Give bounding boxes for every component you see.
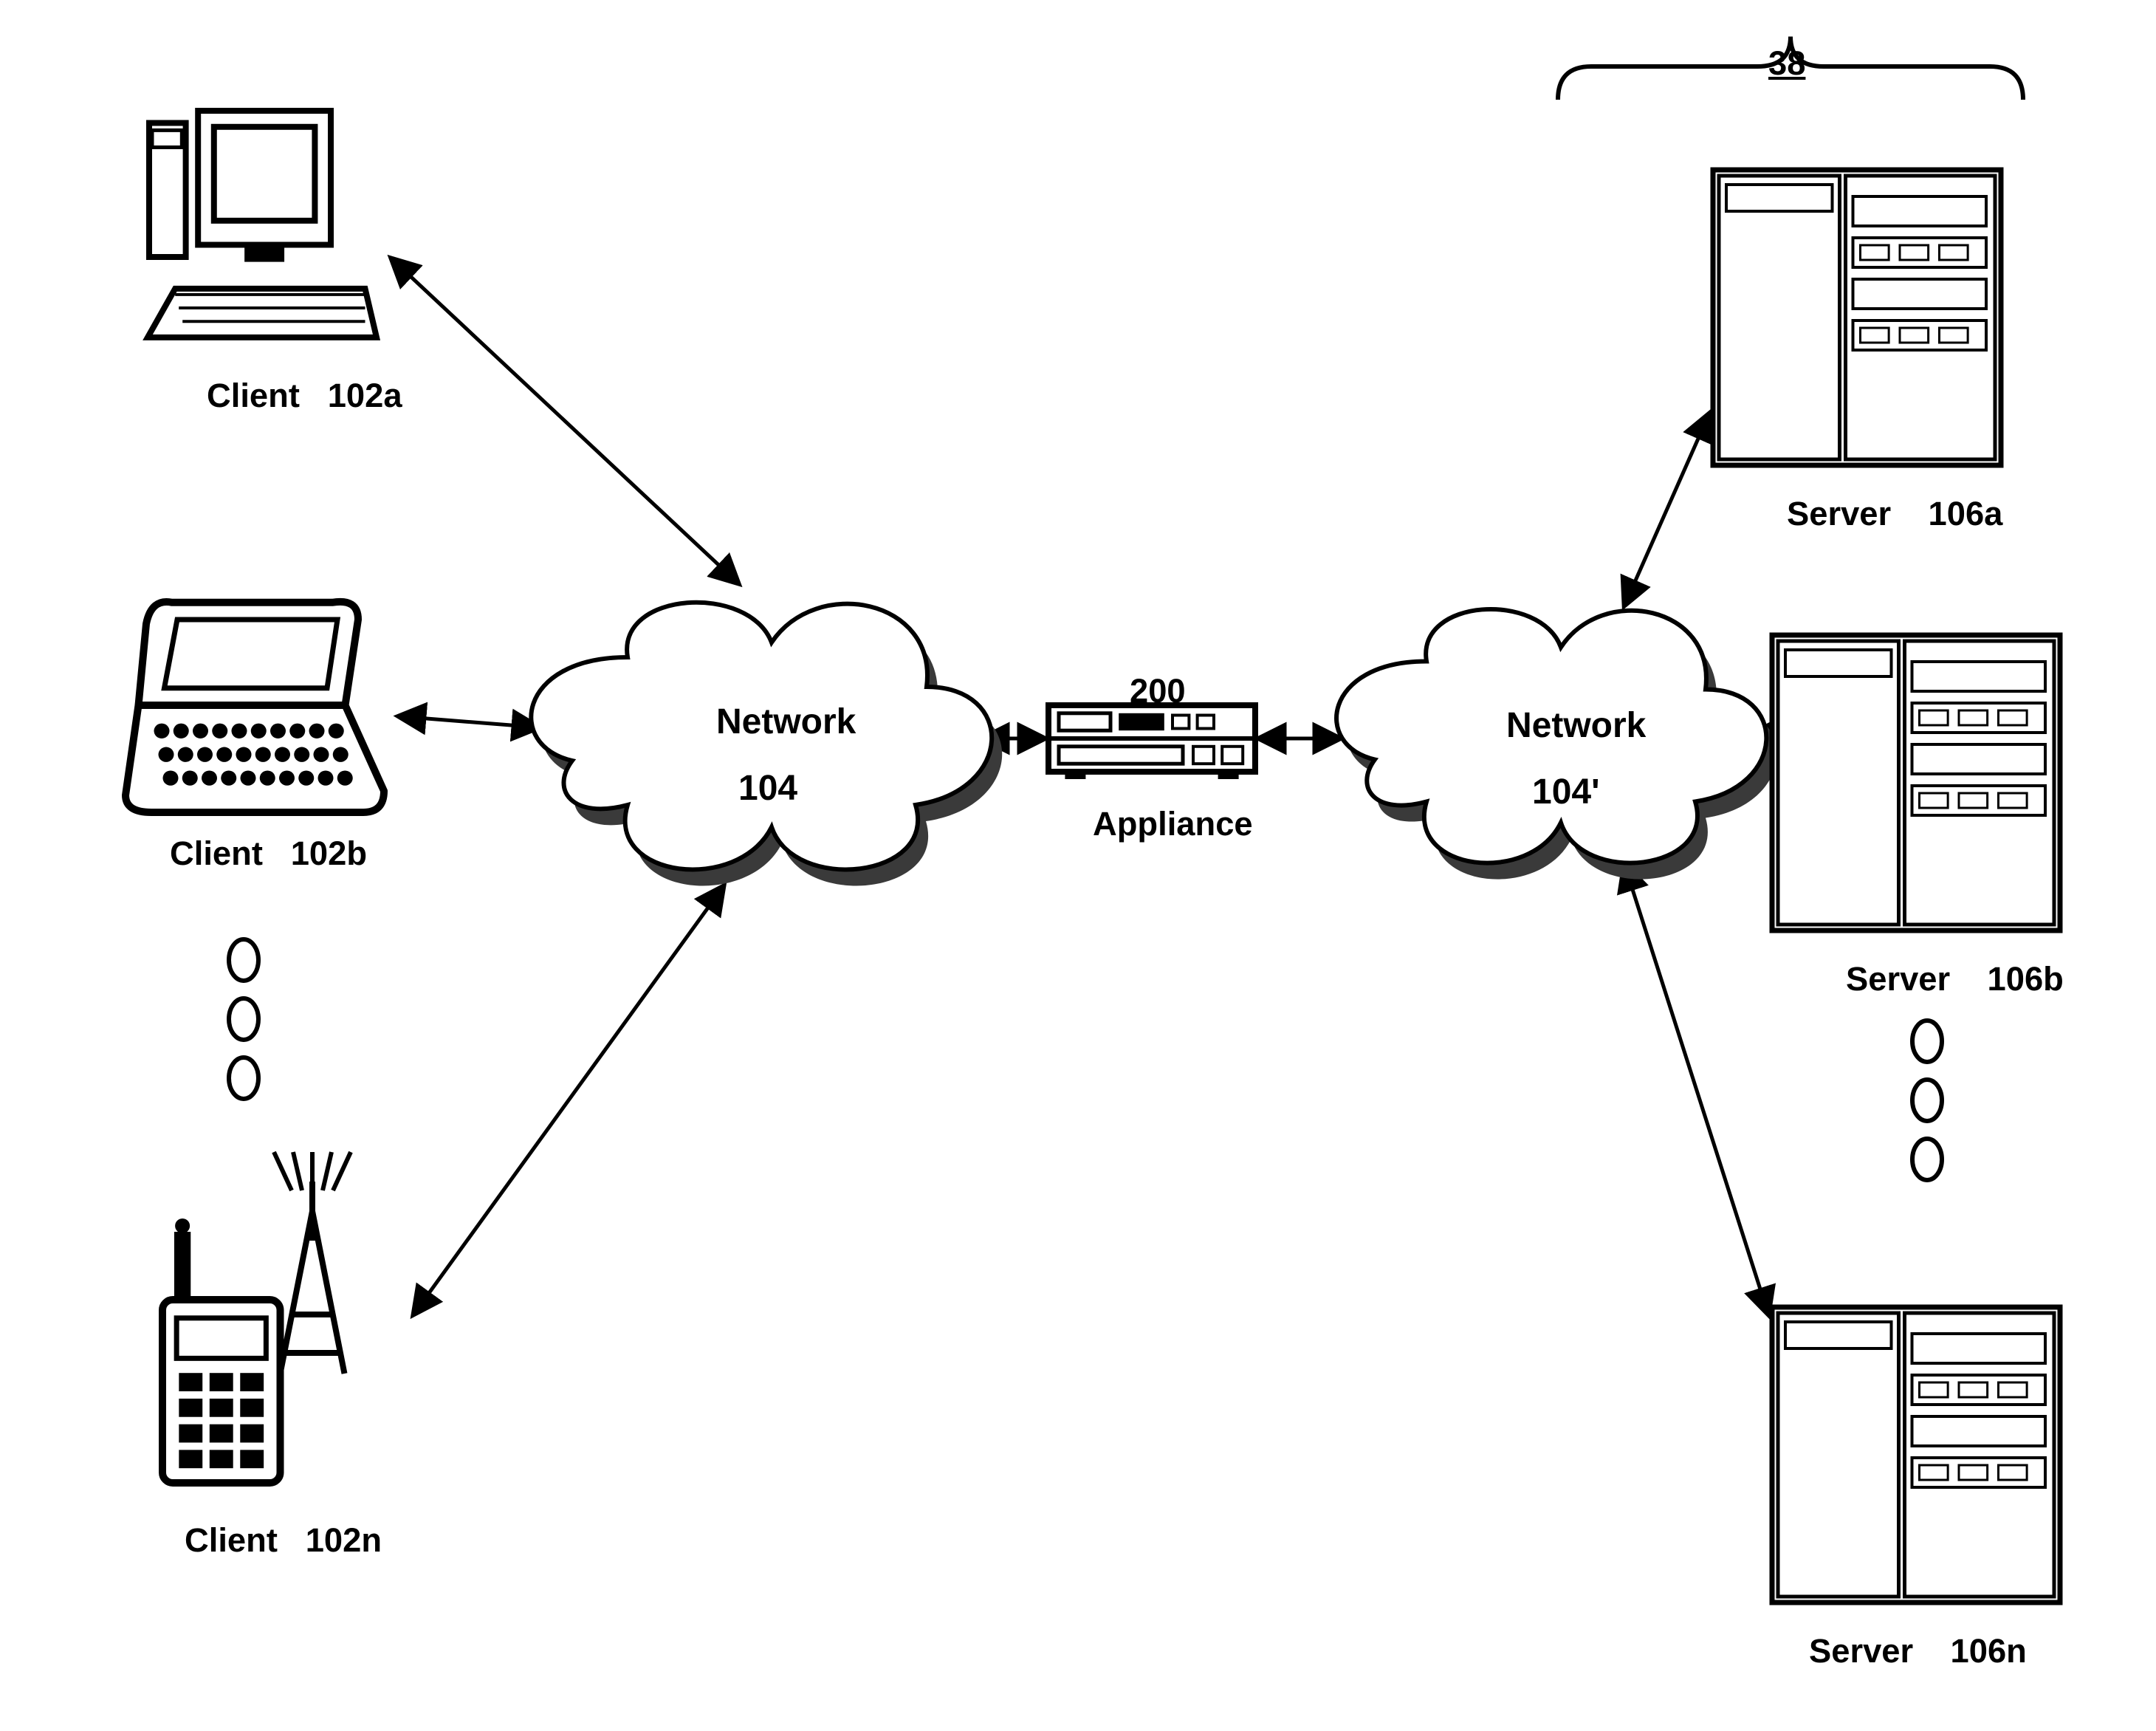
server-a-num: 106a — [1929, 495, 2003, 532]
edge-7 — [1624, 864, 1768, 1314]
clients-ellipsis-icon — [229, 939, 258, 1099]
server-b-label: Server 106b — [1846, 960, 2064, 998]
server-n-label: Server 106n — [1809, 1632, 2027, 1670]
client-b-laptop-icon — [126, 602, 384, 812]
server-b-icon — [1772, 635, 2060, 930]
client-b-num: 102b — [291, 834, 367, 872]
client-n-num: 102n — [306, 1521, 382, 1559]
appliance-top-label: 200 — [1130, 672, 1186, 710]
server-n-num: 106n — [1951, 1632, 2027, 1670]
client-a-num: 102a — [328, 377, 402, 414]
server-a-label: Server 106a — [1787, 495, 2002, 533]
server-n-name: Server — [1809, 1632, 1913, 1670]
edge-1 — [399, 716, 539, 727]
server-b-num: 106b — [1988, 960, 2064, 998]
edge-2 — [413, 886, 724, 1314]
server-a-name: Server — [1787, 495, 1891, 532]
client-a-name: Client — [207, 377, 300, 414]
edge-5 — [1624, 414, 1709, 606]
client-a-desktop-icon — [148, 111, 377, 337]
client-b-label: Client 102b — [170, 834, 367, 873]
client-a-label: Client 102a — [207, 377, 402, 415]
brace-label: 38 — [1768, 44, 1805, 83]
client-n-name: Client — [185, 1521, 278, 1559]
server-a-icon — [1713, 170, 2001, 465]
appliance-bottom-label: Appliance — [1093, 805, 1253, 843]
client-n-label: Client 102n — [185, 1521, 382, 1560]
cloud-right-num: 104' — [1532, 772, 1600, 812]
client-n-mobile-icon — [162, 1152, 351, 1483]
client-b-name: Client — [170, 834, 263, 872]
edge-0 — [391, 258, 738, 583]
cloud-left-num: 104 — [738, 768, 797, 809]
cloud-left-icon — [531, 603, 1002, 886]
servers-ellipsis-icon — [1912, 1021, 1942, 1180]
server-b-name: Server — [1846, 960, 1950, 998]
appliance-icon — [1048, 705, 1255, 779]
cloud-left-name: Network — [716, 702, 856, 742]
server-n-icon — [1772, 1307, 2060, 1603]
cloud-right-name: Network — [1506, 705, 1646, 746]
